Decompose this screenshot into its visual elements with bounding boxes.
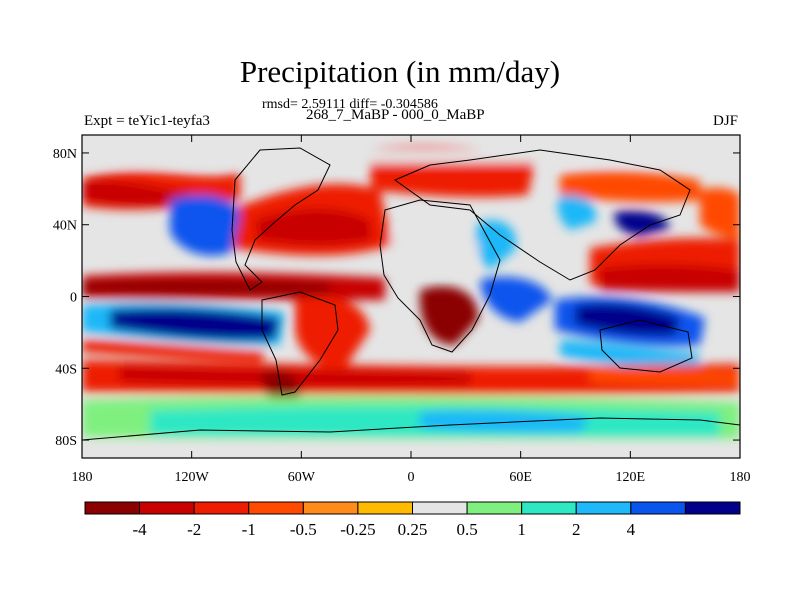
colorbar-swatch (684, 501, 741, 515)
season-label: DJF (713, 113, 739, 129)
contour-patch (82, 340, 265, 362)
y-tick-label: 40S (55, 362, 77, 377)
contour-patch (560, 171, 700, 203)
contour-patch (392, 229, 480, 273)
map-title: Precipitation (in mm/day) (239, 54, 561, 89)
contour-patch (614, 210, 670, 236)
colorbar-label: -4 (132, 520, 147, 539)
coastline-antarctica (82, 417, 740, 441)
contour-patch (420, 410, 590, 433)
colorbar-label: 4 (627, 520, 636, 539)
colorbar-swatch (575, 501, 632, 515)
colorbar-label: -1 (242, 520, 256, 539)
contour-patch (700, 187, 740, 240)
y-tick-label: 40N (53, 219, 77, 234)
map-axes: 180 120W 60W 0 60E 120E 180 80N 40N 0 40S 80S (53, 135, 751, 485)
x-tick-label: 120E (616, 470, 646, 485)
contour-patch (557, 195, 596, 230)
coastline-australia (599, 319, 693, 373)
colorbar-swatch (412, 501, 468, 515)
contour-patch (480, 276, 552, 322)
y-tick-label: 0 (70, 291, 77, 306)
coastlines (82, 147, 740, 441)
colorbar-label: 1 (517, 520, 526, 539)
colorbar-label: -0.25 (340, 520, 375, 539)
colorbar-label: -0.5 (290, 520, 317, 539)
contour-patch (575, 303, 680, 336)
contour-patch (255, 208, 372, 245)
contour-fill-layer (82, 145, 740, 458)
coastline-north-america (231, 147, 331, 291)
contour-patch (600, 264, 740, 292)
contour-patch (590, 368, 740, 385)
colorbar-swatch (139, 501, 195, 515)
colorbar-label: -2 (187, 520, 201, 539)
coastline-eurasia (393, 149, 691, 281)
x-tick-label: 0 (408, 470, 415, 485)
colorbar-swatch (466, 501, 523, 515)
coastline-south-america (261, 291, 339, 396)
contour-patch (82, 150, 740, 164)
experiment-label: Expt = teYic1-teyfa3 (84, 113, 210, 129)
x-tick-label: 60W (288, 470, 316, 485)
stats-line: rmsd= 2.59111 diff= -0.304586 (262, 97, 438, 112)
colorbar-swatch (302, 501, 359, 515)
coastline-africa (379, 199, 501, 353)
colorbar-label: 2 (572, 520, 581, 539)
colorbar-swatch (248, 501, 304, 515)
contour-patch (82, 279, 330, 294)
contour-patch (419, 286, 479, 345)
colorbar-swatch (357, 501, 413, 515)
contour-patch (110, 307, 280, 341)
colorbar-swatch (84, 501, 141, 515)
contour-patch (82, 180, 190, 207)
y-tick-label: 80N (53, 147, 77, 162)
colorbar-label: 0.25 (398, 520, 428, 539)
x-tick-label: 60E (509, 470, 532, 485)
x-tick-label: 180 (72, 470, 93, 485)
y-tick-label: 80S (55, 434, 77, 449)
contour-patch (295, 296, 370, 369)
map-field (82, 135, 740, 458)
colorbar-label: 0.5 (456, 520, 477, 539)
period-label: 268_7_MaBP - 000_0_MaBP (306, 107, 485, 123)
contour-patch (560, 340, 700, 369)
colorbar: -4 -2 -1 -0.5 -0.25 0.25 0.5 1 2 4 (84, 501, 741, 539)
contour-patch (82, 440, 740, 458)
colorbar-swatch (521, 501, 577, 515)
contour-patch (170, 195, 240, 256)
x-tick-label: 180 (730, 470, 751, 485)
x-tick-label: 120W (175, 470, 210, 485)
colorbar-swatch (193, 501, 250, 515)
colorbar-swatch (630, 501, 686, 515)
contour-patch (120, 366, 470, 387)
